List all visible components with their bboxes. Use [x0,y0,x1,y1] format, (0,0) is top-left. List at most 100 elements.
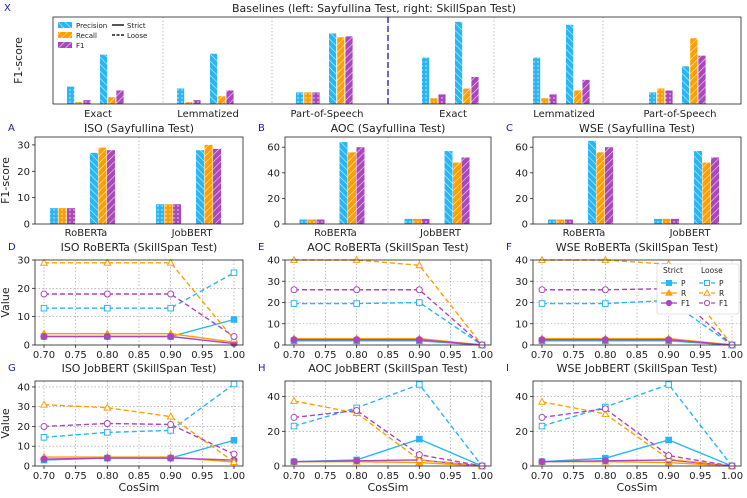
bar-strict-recall [541,98,549,104]
bar-loose-recall [347,152,356,224]
bar-loose-f1 [213,148,222,224]
bar-strict-f1 [421,218,430,224]
panel-letter-B: B [258,123,265,134]
bar-strict-precision [296,92,304,104]
bar-strict-precision [67,86,75,104]
category-label: JobBERT [419,228,462,239]
data-point [353,286,361,294]
bar-loose-precision [682,66,690,104]
data-point [353,300,360,307]
category-label: Part-of-Speech [643,109,716,120]
x-tick-label: 0.80 [96,350,118,361]
panel-letter-X: X [4,3,11,14]
panel-letter-C: C [506,123,513,134]
legend-label-loose: Loose [127,32,147,40]
bar-strict-f1 [83,100,91,104]
x-axis-label: CosSim [617,481,658,494]
y-tick-label: 0 [522,341,528,352]
data-point [353,457,361,465]
x-tick-label: 0.70 [283,350,305,361]
x-tick-label: 0.95 [191,350,213,361]
data-point [230,450,238,458]
y-tick-label: 30 [17,402,30,413]
series-line-p-loose [294,301,483,346]
data-point [104,429,111,436]
bar-loose-precision [566,24,574,104]
panel-frame-C [532,136,742,225]
data-point [166,258,175,266]
data-point [230,380,238,388]
y-tick-label: 40 [17,382,30,393]
panel-title: ISO (Sayfullina Test) [84,122,194,135]
legend-header-strict: Strict [663,266,683,275]
series-line-f1-loose [293,409,483,467]
y-tick-label: 20 [267,298,280,309]
y-tick-label: 20 [515,298,528,309]
x-tick-label: 0.95 [440,350,462,361]
y-tick-label: 60 [267,143,280,154]
x-tick-label: 1.00 [471,350,493,361]
x-tick-label: 0.90 [160,471,182,482]
data-point [103,420,111,427]
series-line-p-loose [541,383,733,467]
series-line-r-strict [44,332,235,343]
category-label: Lemmatized [533,109,595,120]
bar-loose-recall [337,37,345,104]
series-line-p-loose [44,272,235,309]
bar-strict-recall [58,208,67,224]
bar-loose-f1 [116,90,124,104]
data-point [538,300,546,307]
legend-marker [665,288,673,296]
y-tick-label: 0 [274,462,280,473]
bar-strict-precision [649,92,657,104]
y-tick-label: 40 [267,392,280,403]
x-tick-label: 0.90 [160,350,182,361]
bar-loose-recall [596,152,605,224]
series-line-p-loose [293,383,483,467]
legend-marker [666,280,672,286]
panel-title: AOC (Sayfullina Test) [331,122,446,135]
x-tick-label: 0.70 [531,471,553,482]
legend-swatch [58,22,72,28]
legend-marker [704,280,710,286]
category-label: Exact [84,109,112,120]
panel-title: ISO JobBERT (SkillSpan Test) [62,362,217,375]
y-tick-label: 40 [267,168,280,179]
bar-loose-f1 [226,90,234,104]
data-point [601,336,609,344]
y-tick-label: 40 [515,392,528,403]
panel-frame-X [52,16,742,105]
x-tick-label: 0.95 [689,350,711,361]
legend-label: F1 [719,299,728,308]
bar-loose-f1 [345,36,353,105]
series-line-r-loose [44,262,235,340]
panel-frame-F [532,259,742,346]
panel-title: AOC JobBERT (SkillSpan Test) [308,362,468,375]
legend-marker [703,288,711,296]
x-axis-label: CosSim [368,481,409,494]
data-point [537,397,547,405]
line-legend-box [656,263,740,315]
legend-label: F1 [681,299,690,308]
bar-strict-recall [164,204,173,224]
x-tick-label: 0.70 [33,471,55,482]
data-point [40,434,48,441]
y-tick-label: 20 [17,284,30,295]
category-label: RoBERTa [314,228,357,239]
bar-loose-f1 [604,147,613,224]
legend-swatch [58,42,72,48]
category-label: Part-of-Speech [290,109,363,120]
y-tick-label: 20 [515,427,528,438]
x-tick-label: 0.80 [346,471,368,482]
data-point [416,435,423,443]
panel-frame-A [34,136,244,225]
x-tick-label: 0.85 [626,350,648,361]
panel-frame-E [284,259,492,346]
data-point [167,290,175,298]
data-point [167,454,175,462]
series-line-f1-loose [44,293,235,338]
x-tick-label: 1.00 [223,350,245,361]
data-point [415,451,423,459]
x-tick-label: 1.00 [471,471,493,482]
